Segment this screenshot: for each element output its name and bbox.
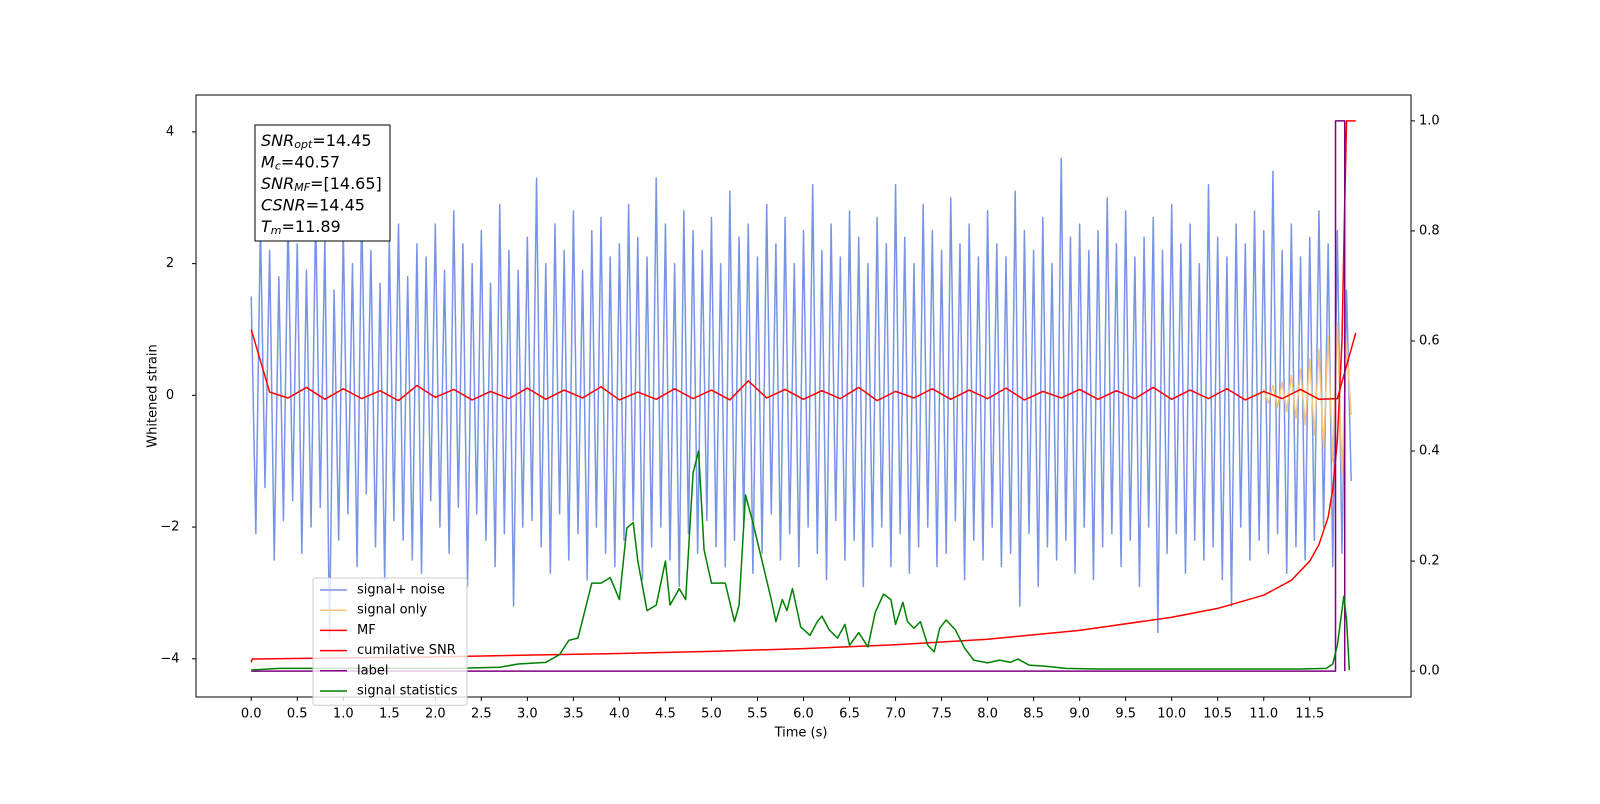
annotation-text: =14.45 (306, 195, 365, 214)
series-line (250, 329, 1357, 402)
x-tick-label: 9.0 (1069, 707, 1090, 722)
x-tick-label: 11.0 (1249, 707, 1278, 722)
x-tick-label: 11.5 (1295, 707, 1324, 722)
x-tick-label: 9.5 (1115, 707, 1136, 722)
x-tick-label: 8.5 (1023, 707, 1044, 722)
annotation-symbol: SNR (261, 131, 294, 150)
x-tick-label: 10.5 (1203, 707, 1232, 722)
x-tick-label: 2.5 (471, 707, 492, 722)
y2-tick-label: 0.0 (1419, 664, 1440, 679)
y2-tick-label: 0.6 (1419, 333, 1440, 348)
x-tick-label: 7.0 (885, 707, 906, 722)
annotation-symbol: M (261, 152, 275, 171)
x-tick-label: 8.0 (977, 707, 998, 722)
x-tick-label: 5.0 (701, 707, 722, 722)
y2-tick-label: 0.4 (1419, 444, 1440, 459)
y2-tick-label: 1.0 (1419, 113, 1440, 128)
x-tick-label: 0.5 (287, 707, 308, 722)
y-tick-label: 4 (166, 124, 174, 139)
x-tick-label: 6.0 (793, 707, 814, 722)
annotation-text: =11.89 (282, 217, 341, 236)
y-tick-label: −2 (160, 520, 179, 535)
legend-label: label (357, 663, 388, 678)
legend-label: signal statistics (357, 684, 458, 699)
annotation-text: =[14.65] (310, 174, 382, 193)
x-tick-label: 2.0 (425, 707, 446, 722)
x-tick-label: 0.0 (241, 707, 262, 722)
x-tick-label: 3.5 (563, 707, 584, 722)
series-line (251, 120, 1346, 672)
annotation-line: Tm=11.89 (261, 217, 341, 238)
legend-label: cumilative SNR (357, 643, 456, 658)
legend-label: signal only (357, 603, 427, 618)
annotation: SNRopt=14.45Mc=40.57SNRMF=[14.65]CSNR=14… (254, 124, 391, 242)
x-tick-label: 4.5 (655, 707, 676, 722)
annotation-subscript: c (275, 160, 281, 173)
annotation-text: =40.57 (281, 152, 340, 171)
legend-label: signal+ noise (357, 583, 445, 598)
series-line (251, 450, 1351, 671)
annotation-symbol: T (261, 217, 272, 236)
annotation-symbol: CSNR (261, 195, 306, 214)
x-tick-label: 5.5 (747, 707, 768, 722)
annotation-box (254, 124, 391, 242)
y-tick-label: −4 (160, 651, 179, 666)
y-tick-label: 0 (166, 388, 174, 403)
x-tick-label: 1.5 (379, 707, 400, 722)
plot-area (250, 120, 1357, 672)
legend: signal+ noise signal only MF cumilative SNR… (312, 577, 468, 706)
x-tick-label: 3.0 (517, 707, 538, 722)
x-tick-label: 10.0 (1157, 707, 1186, 722)
annotation-line: SNRMF=[14.65] (261, 174, 382, 195)
annotation-text: =14.45 (312, 131, 371, 150)
x-tick-label: 6.5 (839, 707, 860, 722)
annotation-subscript: MF (294, 181, 310, 194)
annotation-line: SNRopt=14.45 (261, 131, 372, 152)
annotation-line: CSNR=14.45 (261, 195, 365, 214)
series-line (250, 120, 1356, 663)
y2-tick-label: 0.8 (1419, 223, 1440, 238)
x-axis-label: Time (s) (774, 726, 828, 741)
annotation-symbol: SNR (261, 174, 294, 193)
annotation-subscript: opt (294, 138, 313, 151)
annotation-subscript: m (271, 224, 282, 237)
x-tick-label: 7.5 (931, 707, 952, 722)
series-line (1263, 322, 1352, 476)
x-tick-label: 1.0 (333, 707, 354, 722)
annotation-line: Mc=40.57 (261, 152, 340, 173)
x-tick-label: 4.0 (609, 707, 630, 722)
legend-box (312, 577, 468, 706)
y-tick-label: 2 (166, 256, 174, 271)
y-axis-label: Whitened strain (146, 344, 161, 447)
legend-label: MF (357, 623, 376, 638)
y2-tick-label: 0.2 (1419, 554, 1440, 569)
